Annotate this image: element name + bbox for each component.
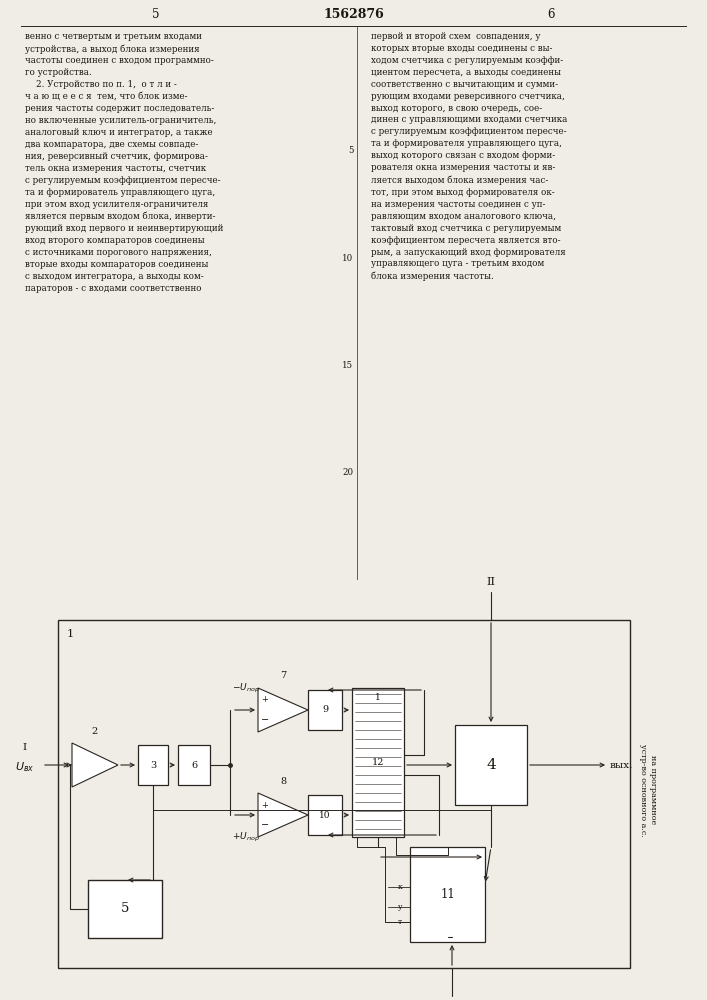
Text: 10: 10 (320, 810, 331, 820)
Text: у: у (397, 903, 402, 911)
Text: $U_{вх}$: $U_{вх}$ (16, 760, 35, 774)
Text: 7: 7 (280, 672, 286, 680)
Polygon shape (72, 743, 118, 787)
Text: −: − (261, 820, 269, 830)
Text: 8: 8 (280, 776, 286, 786)
Text: $+U_{пор}$: $+U_{пор}$ (232, 830, 260, 844)
Text: 1562876: 1562876 (323, 8, 384, 21)
Bar (308, 795, 342, 835)
Bar (88, 880, 162, 938)
Text: II: II (486, 577, 496, 587)
Text: −: − (261, 715, 269, 725)
Text: 6: 6 (191, 760, 197, 770)
Text: $-U_{пор}$: $-U_{пор}$ (232, 681, 260, 695)
Text: т: т (398, 918, 402, 926)
Bar (58, 620, 630, 968)
Bar (178, 745, 210, 785)
Text: 6: 6 (548, 8, 555, 21)
Text: 12: 12 (372, 758, 384, 767)
Text: 4: 4 (486, 758, 496, 772)
Polygon shape (258, 688, 308, 732)
Bar (308, 690, 342, 730)
Text: 5: 5 (152, 8, 159, 21)
Text: 20: 20 (342, 468, 354, 477)
Text: +: + (262, 696, 269, 704)
Text: первой и второй схем  совпадения, у
которых вторые входы соединены с вы-
ходом с: первой и второй схем совпадения, у котор… (371, 32, 568, 281)
Text: вых.: вых. (610, 760, 633, 770)
Text: 5: 5 (348, 146, 354, 155)
Text: венно с четвертым и третьим входами
устройства, а выход блока измерения
частоты : венно с четвертым и третьим входами устр… (25, 32, 223, 293)
Text: 3: 3 (150, 760, 156, 770)
Text: к: к (397, 883, 402, 891)
Text: на программное
устр-во основного а.с.: на программное устр-во основного а.с. (639, 744, 657, 836)
Text: 9: 9 (322, 706, 328, 714)
Text: 5: 5 (121, 902, 129, 916)
Text: +: + (262, 800, 269, 810)
Text: 11: 11 (440, 888, 455, 901)
Bar (138, 745, 168, 785)
Text: 10: 10 (342, 254, 354, 263)
Text: 2: 2 (92, 726, 98, 736)
Text: 1: 1 (375, 694, 381, 702)
Text: 15: 15 (342, 361, 354, 370)
Bar (455, 725, 527, 805)
Text: 1: 1 (66, 629, 74, 639)
Text: I: I (23, 742, 27, 752)
Bar (352, 688, 404, 837)
Bar (410, 847, 485, 942)
Polygon shape (258, 793, 308, 837)
